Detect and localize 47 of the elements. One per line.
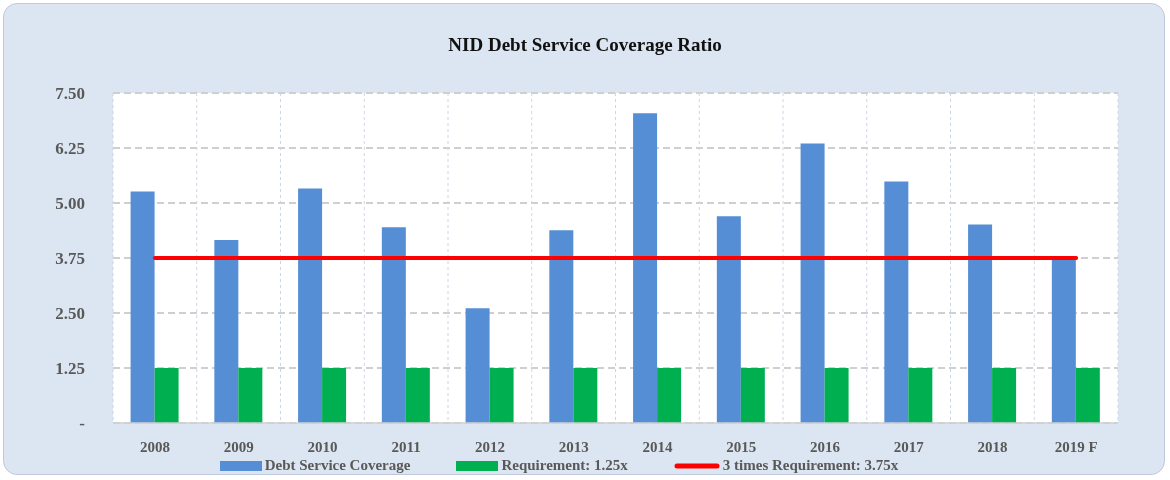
bar [465,308,490,423]
x-tick-label: 2009 [223,438,254,455]
bar [716,216,741,423]
x-tick-label: 2010 [307,438,338,455]
x-tick-label: 2014 [642,438,673,455]
y-tick-label: - [79,414,86,434]
bar [992,368,1017,423]
x-tick-label: 2019 F [1054,438,1098,455]
bar [968,224,993,423]
x-tick-label: 2008 [139,438,170,455]
x-tick-label: 2015 [726,438,757,455]
bar [154,368,179,423]
bar [800,143,825,423]
x-tick-label: 2017 [893,438,925,455]
bar [884,181,909,423]
y-tick-label: 7.50 [55,84,85,104]
legend-label: Debt Service Coverage [264,457,411,474]
y-tick-label: 1.25 [55,359,85,379]
bar [381,227,406,423]
y-tick-label: 3.75 [55,249,85,269]
x-tick-label: 2018 [977,438,1008,455]
legend-label: 3 times Requirement: 3.75x [722,457,899,474]
bar [657,368,682,423]
y-tick-label: 2.50 [55,304,85,324]
bar [130,191,155,423]
bar [405,368,430,423]
bar [1051,258,1076,423]
bar [908,368,933,423]
bar [549,230,574,423]
bar [633,113,658,423]
x-tick-label: 2011 [391,438,421,455]
bar [740,368,765,423]
x-tick-label: 2012 [474,438,505,455]
bar [824,368,849,423]
bar [489,368,514,423]
bar [298,188,323,423]
chart-title: NID Debt Service Coverage Ratio [448,34,722,55]
x-tick-label: 2016 [809,438,841,455]
y-tick-label: 6.25 [55,139,85,159]
bar [214,239,239,423]
bar [1075,368,1100,423]
y-tick-label: 5.00 [55,194,85,214]
x-tick-label: 2013 [558,438,589,455]
bar [322,368,347,423]
bar [238,368,263,423]
legend-label: Requirement: 1.25x [501,457,628,474]
bar [573,368,598,423]
